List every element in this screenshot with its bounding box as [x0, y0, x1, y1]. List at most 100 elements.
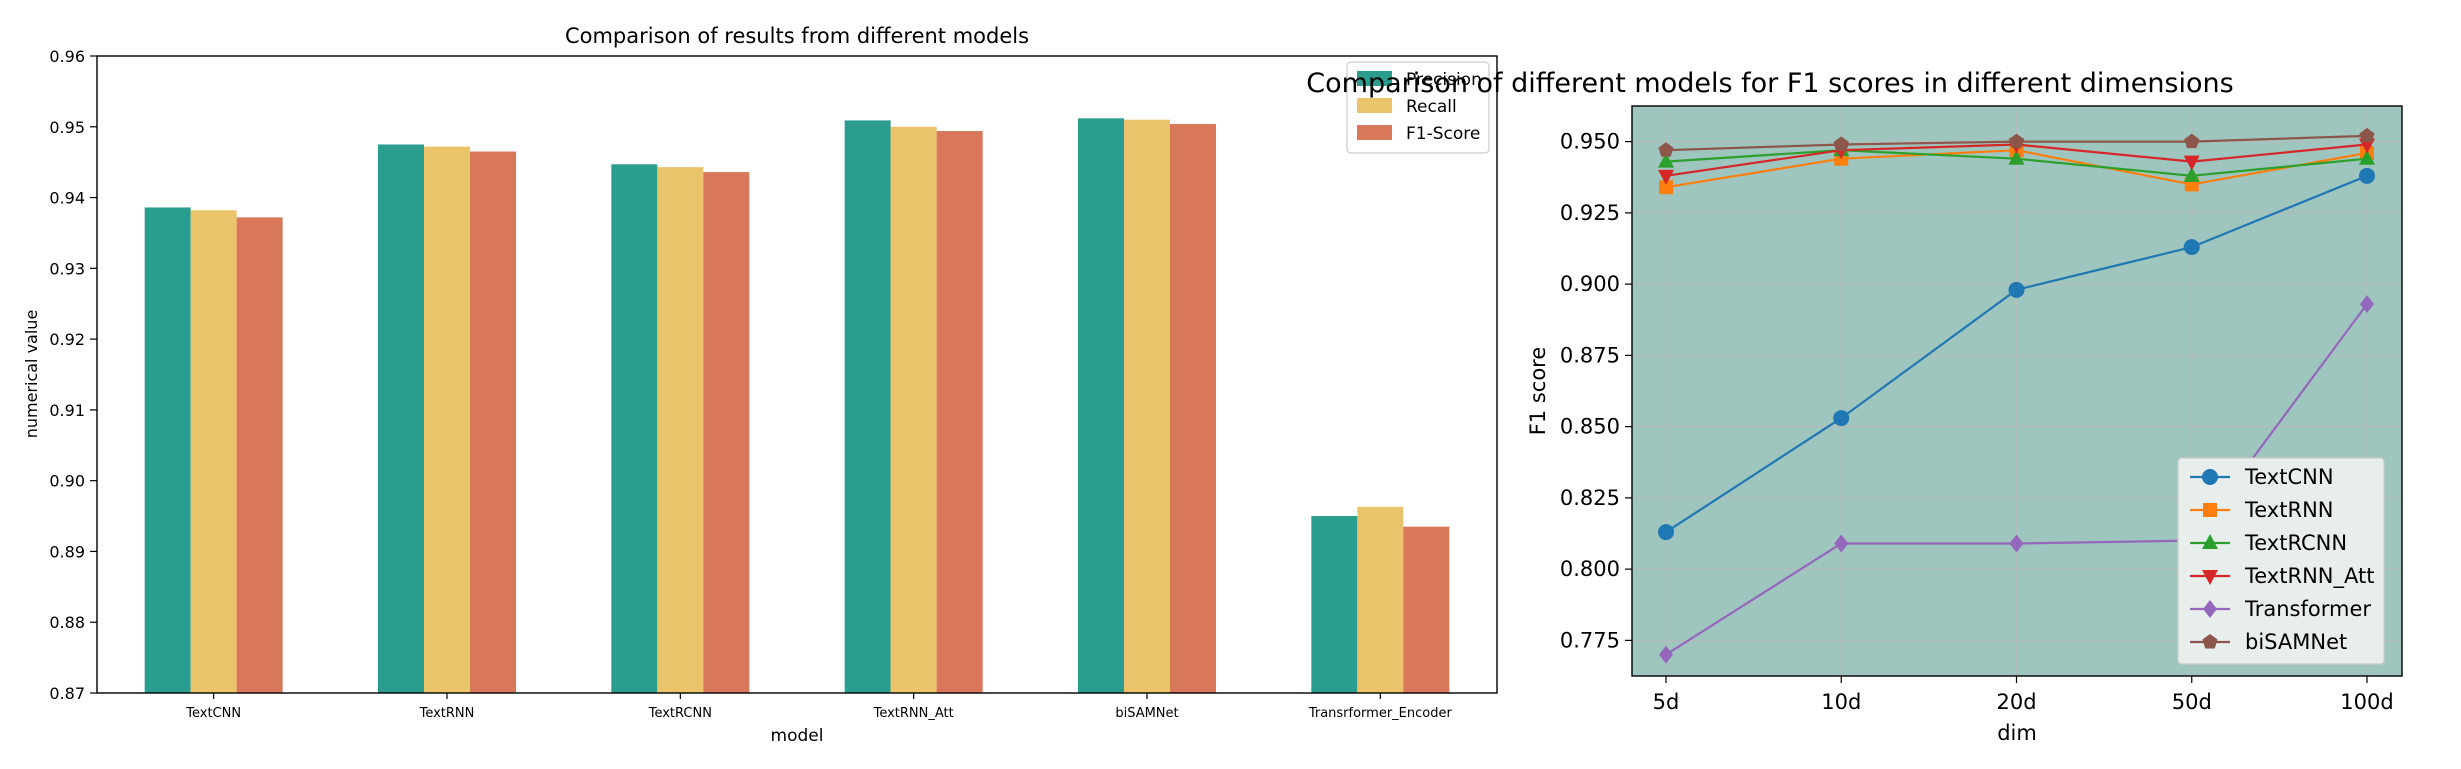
legend-label-textrnn: TextRNN	[2244, 498, 2333, 522]
bar-textcnn-precision	[144, 207, 191, 693]
legend-label-precision: Precision	[1406, 70, 1482, 90]
point-transformer-10d	[1834, 534, 1849, 553]
legend-label-recall: Recall	[1406, 97, 1457, 117]
bar-textrcnn-recall	[657, 167, 704, 694]
bar-textrnn-att-f1-score	[936, 131, 983, 694]
line-chart-title: Comparison of different models for F1 sc…	[1306, 68, 2233, 99]
point-textrcnn-20d	[2008, 149, 2025, 165]
line-series	[1658, 127, 2375, 664]
line-y-tick-label: 0.875	[1560, 343, 1620, 367]
legend-label-bisamnet: biSAMNet	[2245, 630, 2347, 654]
point-textrcnn-5d	[1658, 152, 1674, 168]
legend-swatch-precision	[1357, 71, 1392, 86]
point-textrnn-5d	[1659, 180, 1673, 195]
bar-textrcnn-f1-score	[703, 172, 750, 693]
legend-marker-transformer	[2203, 600, 2217, 618]
bar-textrnn-att-precision	[844, 120, 891, 693]
line-y-tick-label: 0.850	[1560, 415, 1620, 439]
line-y-tick-label: 0.800	[1560, 557, 1620, 581]
bar-y-tick-label: 0.95	[49, 118, 85, 137]
point-textcnn-100d	[2359, 167, 2375, 184]
bar-textrnn-f1-score	[470, 151, 516, 694]
bar-textrnn-att-recall	[890, 126, 937, 694]
point-textrcnn-100d	[2359, 149, 2375, 165]
point-bisamnet-5d	[1658, 142, 1674, 157]
bar-plot-frame	[96, 55, 1498, 694]
bar-x-tick-label: biSAMNet	[1115, 706, 1178, 721]
legend-label-transformer: Transformer	[2244, 597, 2371, 621]
bar-textrnn-recall	[424, 146, 470, 693]
point-textcnn-5d	[1658, 524, 1674, 541]
point-bisamnet-10d	[1833, 136, 1849, 151]
bar-y-tick-label: 0.90	[49, 472, 85, 491]
line-x-tick-label: 100d	[2340, 690, 2393, 714]
bar-y-tick-label: 0.88	[49, 613, 85, 632]
bar-x-tick-label: TextRCNN	[648, 706, 712, 721]
point-transformer-5d	[1659, 645, 1673, 664]
legend-swatch-recall	[1357, 98, 1392, 113]
bar-y-tick-label: 0.96	[49, 47, 85, 66]
bar-textrcnn-precision	[611, 164, 658, 694]
legend-marker-textrnn-att	[2202, 570, 2218, 585]
point-textcnn-20d	[2008, 281, 2025, 298]
point-textcnn-10d	[1833, 410, 1850, 427]
point-bisamnet-20d	[2008, 133, 2025, 149]
line-y-tick-label: 0.900	[1560, 272, 1620, 296]
bar-x-tick-label: TextRNN_Att	[873, 706, 954, 721]
line-x-tick-label: 10d	[1821, 690, 1861, 714]
line-y-tick-label: 0.925	[1560, 201, 1620, 225]
line-x-tick-label: 20d	[1996, 690, 2036, 714]
line-x-tick-label: 5d	[1653, 690, 1680, 714]
bar-textcnn-f1-score	[236, 217, 283, 693]
line-x-tick-label: 50d	[2172, 690, 2212, 714]
point-transformer-100d	[2360, 295, 2374, 314]
bar-x-label: model	[771, 726, 824, 746]
legend-swatch-f1-score	[1357, 125, 1392, 140]
bar-y-tick-label: 0.87	[49, 684, 85, 703]
legend-label-textcnn: TextCNN	[2244, 465, 2334, 489]
legend-label-textrnn-att: TextRNN_Att	[2244, 564, 2374, 589]
bar-y-tick-label: 0.92	[49, 330, 85, 349]
line-x-label: dim	[1997, 721, 2037, 745]
legend-label-textrcnn: TextRCNN	[2244, 531, 2347, 555]
line-y-label: F1 score	[1526, 347, 1550, 436]
bar-bisamnet-recall	[1124, 119, 1170, 693]
bar-transrformer-encoder-precision	[1311, 516, 1358, 693]
line-legend: TextCNN TextRNN TextRCNN TextRNN_Att Transfo…	[2177, 457, 2385, 665]
legend-marker-textcnn	[2202, 469, 2218, 485]
bar-x-tick-label: Transrformer_Encoder	[1308, 706, 1453, 721]
line-series-textcnn	[1658, 167, 2375, 541]
legend-label-f1-score: F1-Score	[1406, 124, 1480, 144]
bar-y-tick-label: 0.94	[49, 189, 85, 208]
point-textrcnn-50d	[2183, 166, 2200, 182]
point-textrnn-att-5d	[1658, 169, 1674, 185]
bar-textrnn-precision	[378, 144, 424, 693]
bar-bisamnet-f1-score	[1170, 123, 1216, 694]
point-textrnn-att-50d	[2183, 155, 2200, 171]
legend-marker-bisamnet	[2202, 634, 2218, 649]
bar-transrformer-encoder-recall	[1357, 506, 1404, 693]
bar-y-label: numerical value	[22, 310, 41, 439]
bar-legend: Precision Recall F1-Score	[1346, 61, 1490, 154]
bar-x-axis: TextCNN TextRNN TextRCNN TextRNN_Att biSAMNe…	[185, 693, 1452, 721]
line-axes: 0.775 0.800 0.825 0.850 0.875 0.900 0.925 0.950…	[1560, 130, 2394, 714]
line-y-tick-label: 0.950	[1560, 130, 1620, 154]
point-transformer-20d	[2009, 534, 2024, 553]
bar-chart-title: Comparison of results from different mod…	[565, 24, 1029, 48]
bar-x-tick-label: TextRNN	[419, 706, 475, 721]
bar-x-tick-label: TextCNN	[185, 706, 241, 721]
bar-y-axis: 0.87 0.88 0.89 0.90 0.91 0.92 0.93 0.94 0.95 0.96	[49, 47, 97, 703]
bar-series	[144, 118, 1450, 694]
line-y-tick-label: 0.775	[1560, 628, 1620, 652]
bar-y-tick-label: 0.93	[49, 259, 85, 278]
legend-marker-textrnn	[2203, 503, 2217, 517]
bar-chart: Comparison of results from different mod…	[22, 24, 1498, 746]
line-y-tick-label: 0.825	[1560, 486, 1620, 510]
point-textcnn-50d	[2183, 239, 2200, 256]
legend-marker-textrcnn	[2202, 534, 2218, 549]
bar-transrformer-encoder-f1-score	[1403, 526, 1450, 693]
line-series-bisamnet	[1658, 127, 2375, 157]
point-bisamnet-100d	[2359, 127, 2375, 143]
line-series-textrcnn	[1658, 141, 2375, 182]
